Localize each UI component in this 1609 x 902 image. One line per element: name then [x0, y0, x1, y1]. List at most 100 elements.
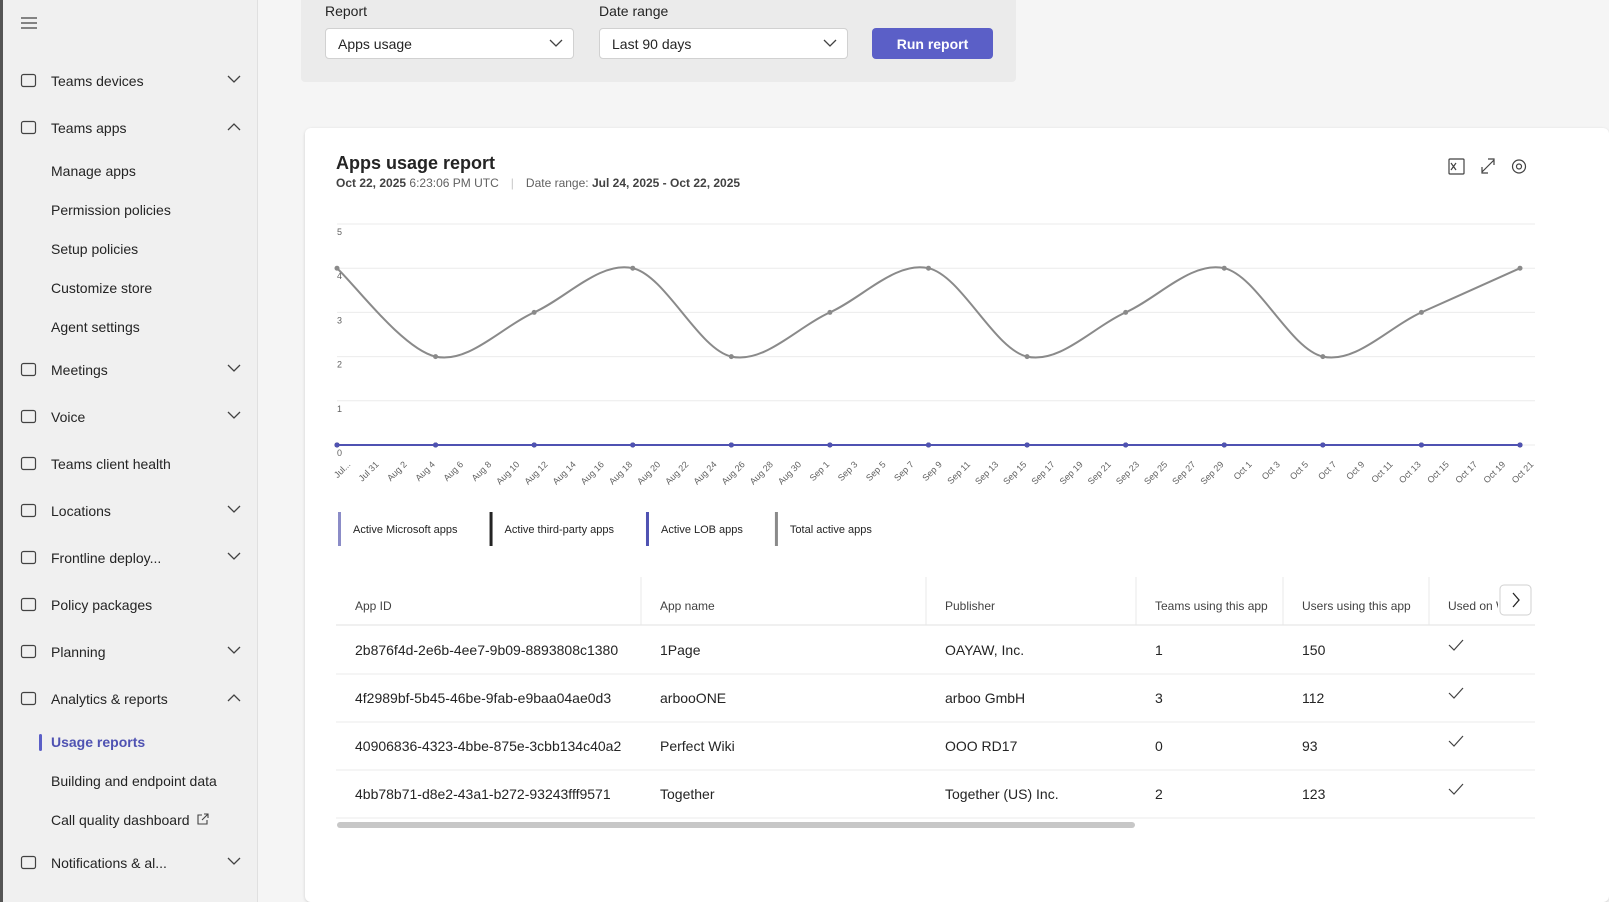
chevron-down: [227, 646, 241, 654]
x-tick-label: Aug 22: [663, 459, 690, 486]
nav-label: Teams apps: [51, 120, 127, 136]
x-tick-label: Sep 23: [1114, 459, 1141, 486]
data-point: [1221, 442, 1227, 448]
data-point: [827, 309, 833, 315]
x-tick-label: Oct 1: [1232, 459, 1254, 481]
data-point: [531, 442, 537, 448]
nav-subitem[interactable]: Permission policies: [3, 193, 258, 227]
nav-item[interactable]: Frontline deploy...: [3, 541, 258, 575]
icon-shape: [20, 73, 37, 88]
x-tick-label: Aug 18: [607, 459, 634, 486]
nav-subitem[interactable]: Usage reports: [3, 725, 258, 759]
date-range-label: Date range:: [525, 176, 589, 190]
date-range-value: Last 90 days: [612, 36, 692, 52]
menu-button[interactable]: [20, 16, 38, 30]
table-cell: 123: [1302, 786, 1326, 802]
x-tick-label: Oct 19: [1482, 459, 1508, 485]
nav-subitem[interactable]: Agent settings: [3, 310, 258, 344]
scroll-right-button[interactable]: [1499, 584, 1532, 616]
icon-shape: [196, 813, 209, 825]
nav-label: Manage apps: [51, 163, 136, 179]
table-cell: Together (US) Inc.: [945, 786, 1059, 802]
nav-subitem[interactable]: Manage apps: [3, 154, 258, 188]
data-point: [728, 354, 734, 360]
table-cell: 150: [1302, 642, 1326, 658]
nav-item[interactable]: Planning: [3, 635, 258, 669]
x-tick-label: Sep 25: [1142, 459, 1169, 486]
nav-item[interactable]: Voice: [3, 400, 258, 434]
icon-shape: [20, 691, 37, 706]
nav-item[interactable]: Meetings: [3, 353, 258, 387]
chevron-right: [1512, 592, 1520, 608]
generated-time: 6:23:06 PM UTC: [409, 176, 499, 190]
settings-icon[interactable]: [1511, 159, 1527, 174]
x-tick-label: Oct 7: [1316, 459, 1338, 481]
chevron-down: [227, 552, 241, 560]
nav-icon: [20, 503, 37, 518]
nav-icon: [20, 120, 37, 135]
data-point: [334, 265, 340, 271]
nav-icon: [20, 456, 37, 471]
selected-indicator: [39, 734, 42, 751]
nav-item[interactable]: Teams client health: [3, 447, 258, 481]
chevron-down: [227, 411, 241, 419]
nav-icon: [20, 73, 37, 88]
data-point: [1517, 265, 1523, 271]
y-tick-label: 0: [337, 448, 342, 458]
date-range-select[interactable]: Last 90 days: [599, 28, 848, 59]
nav-item[interactable]: Teams devices: [3, 64, 258, 98]
nav-label: Permission policies: [51, 202, 171, 218]
table-cell: 1: [1155, 642, 1163, 658]
column-header[interactable]: App ID: [355, 599, 392, 613]
run-report-button[interactable]: Run report: [872, 28, 993, 59]
column-header[interactable]: App name: [660, 599, 715, 613]
chevron-path: [227, 857, 241, 865]
nav-label: Teams devices: [51, 73, 144, 89]
table-cell: OAYAW, Inc.: [945, 642, 1025, 658]
x-tick-label: Aug 24: [691, 459, 718, 486]
nav-subitem[interactable]: Building and endpoint data: [3, 764, 258, 798]
legend-item[interactable]: Total active apps: [774, 512, 872, 546]
x-tick-label: Oct 21: [1510, 459, 1536, 485]
expand-icon[interactable]: [1481, 158, 1495, 174]
column-header[interactable]: Teams using this app: [1155, 599, 1268, 613]
nav-item[interactable]: Policy packages: [3, 588, 258, 622]
nav-item[interactable]: Teams apps: [3, 111, 258, 145]
data-point: [1123, 309, 1129, 315]
check-icon: [1448, 783, 1464, 795]
excel-icon[interactable]: [1448, 158, 1465, 175]
nav-item[interactable]: Notifications & al...: [3, 846, 258, 880]
table-cell: arboo GmbH: [945, 690, 1026, 706]
nav-subitem[interactable]: Setup policies: [3, 232, 258, 266]
nav-subitem[interactable]: Call quality dashboard: [3, 803, 258, 837]
legend-label: Active Microsoft apps: [353, 524, 458, 536]
nav-icon: [20, 409, 37, 424]
legend-swatch: [774, 512, 778, 546]
column-header[interactable]: Users using this app: [1302, 599, 1411, 613]
column-header[interactable]: Used on W: [1448, 599, 1498, 613]
column-header[interactable]: Publisher: [945, 599, 996, 613]
x-tick-label: Oct 15: [1425, 459, 1451, 485]
table-cell: 3: [1155, 690, 1163, 706]
nav-subitem[interactable]: Customize store: [3, 271, 258, 305]
report-select[interactable]: Apps usage: [325, 28, 574, 59]
legend-swatch: [338, 512, 341, 546]
y-tick-label: 5: [337, 227, 342, 237]
table-cell: 93: [1302, 738, 1318, 754]
data-point: [334, 442, 340, 448]
horizontal-scrollbar[interactable]: [337, 822, 1135, 828]
date-range-value: Jul 24, 2025 - Oct 22, 2025: [591, 176, 741, 190]
nav-item[interactable]: Analytics & reports: [3, 682, 258, 716]
legend-item[interactable]: Active LOB apps: [645, 512, 743, 546]
nav-item[interactable]: Locations: [3, 494, 258, 528]
legend-item[interactable]: Active Microsoft apps: [338, 512, 458, 546]
legend-item[interactable]: Active third-party apps: [489, 512, 615, 546]
table-cell: arbooONE: [660, 690, 727, 706]
data-point: [926, 265, 931, 271]
chevron-path: [227, 123, 241, 131]
chevron-up: [227, 694, 241, 702]
data-point: [926, 442, 931, 448]
data-point: [630, 265, 636, 271]
